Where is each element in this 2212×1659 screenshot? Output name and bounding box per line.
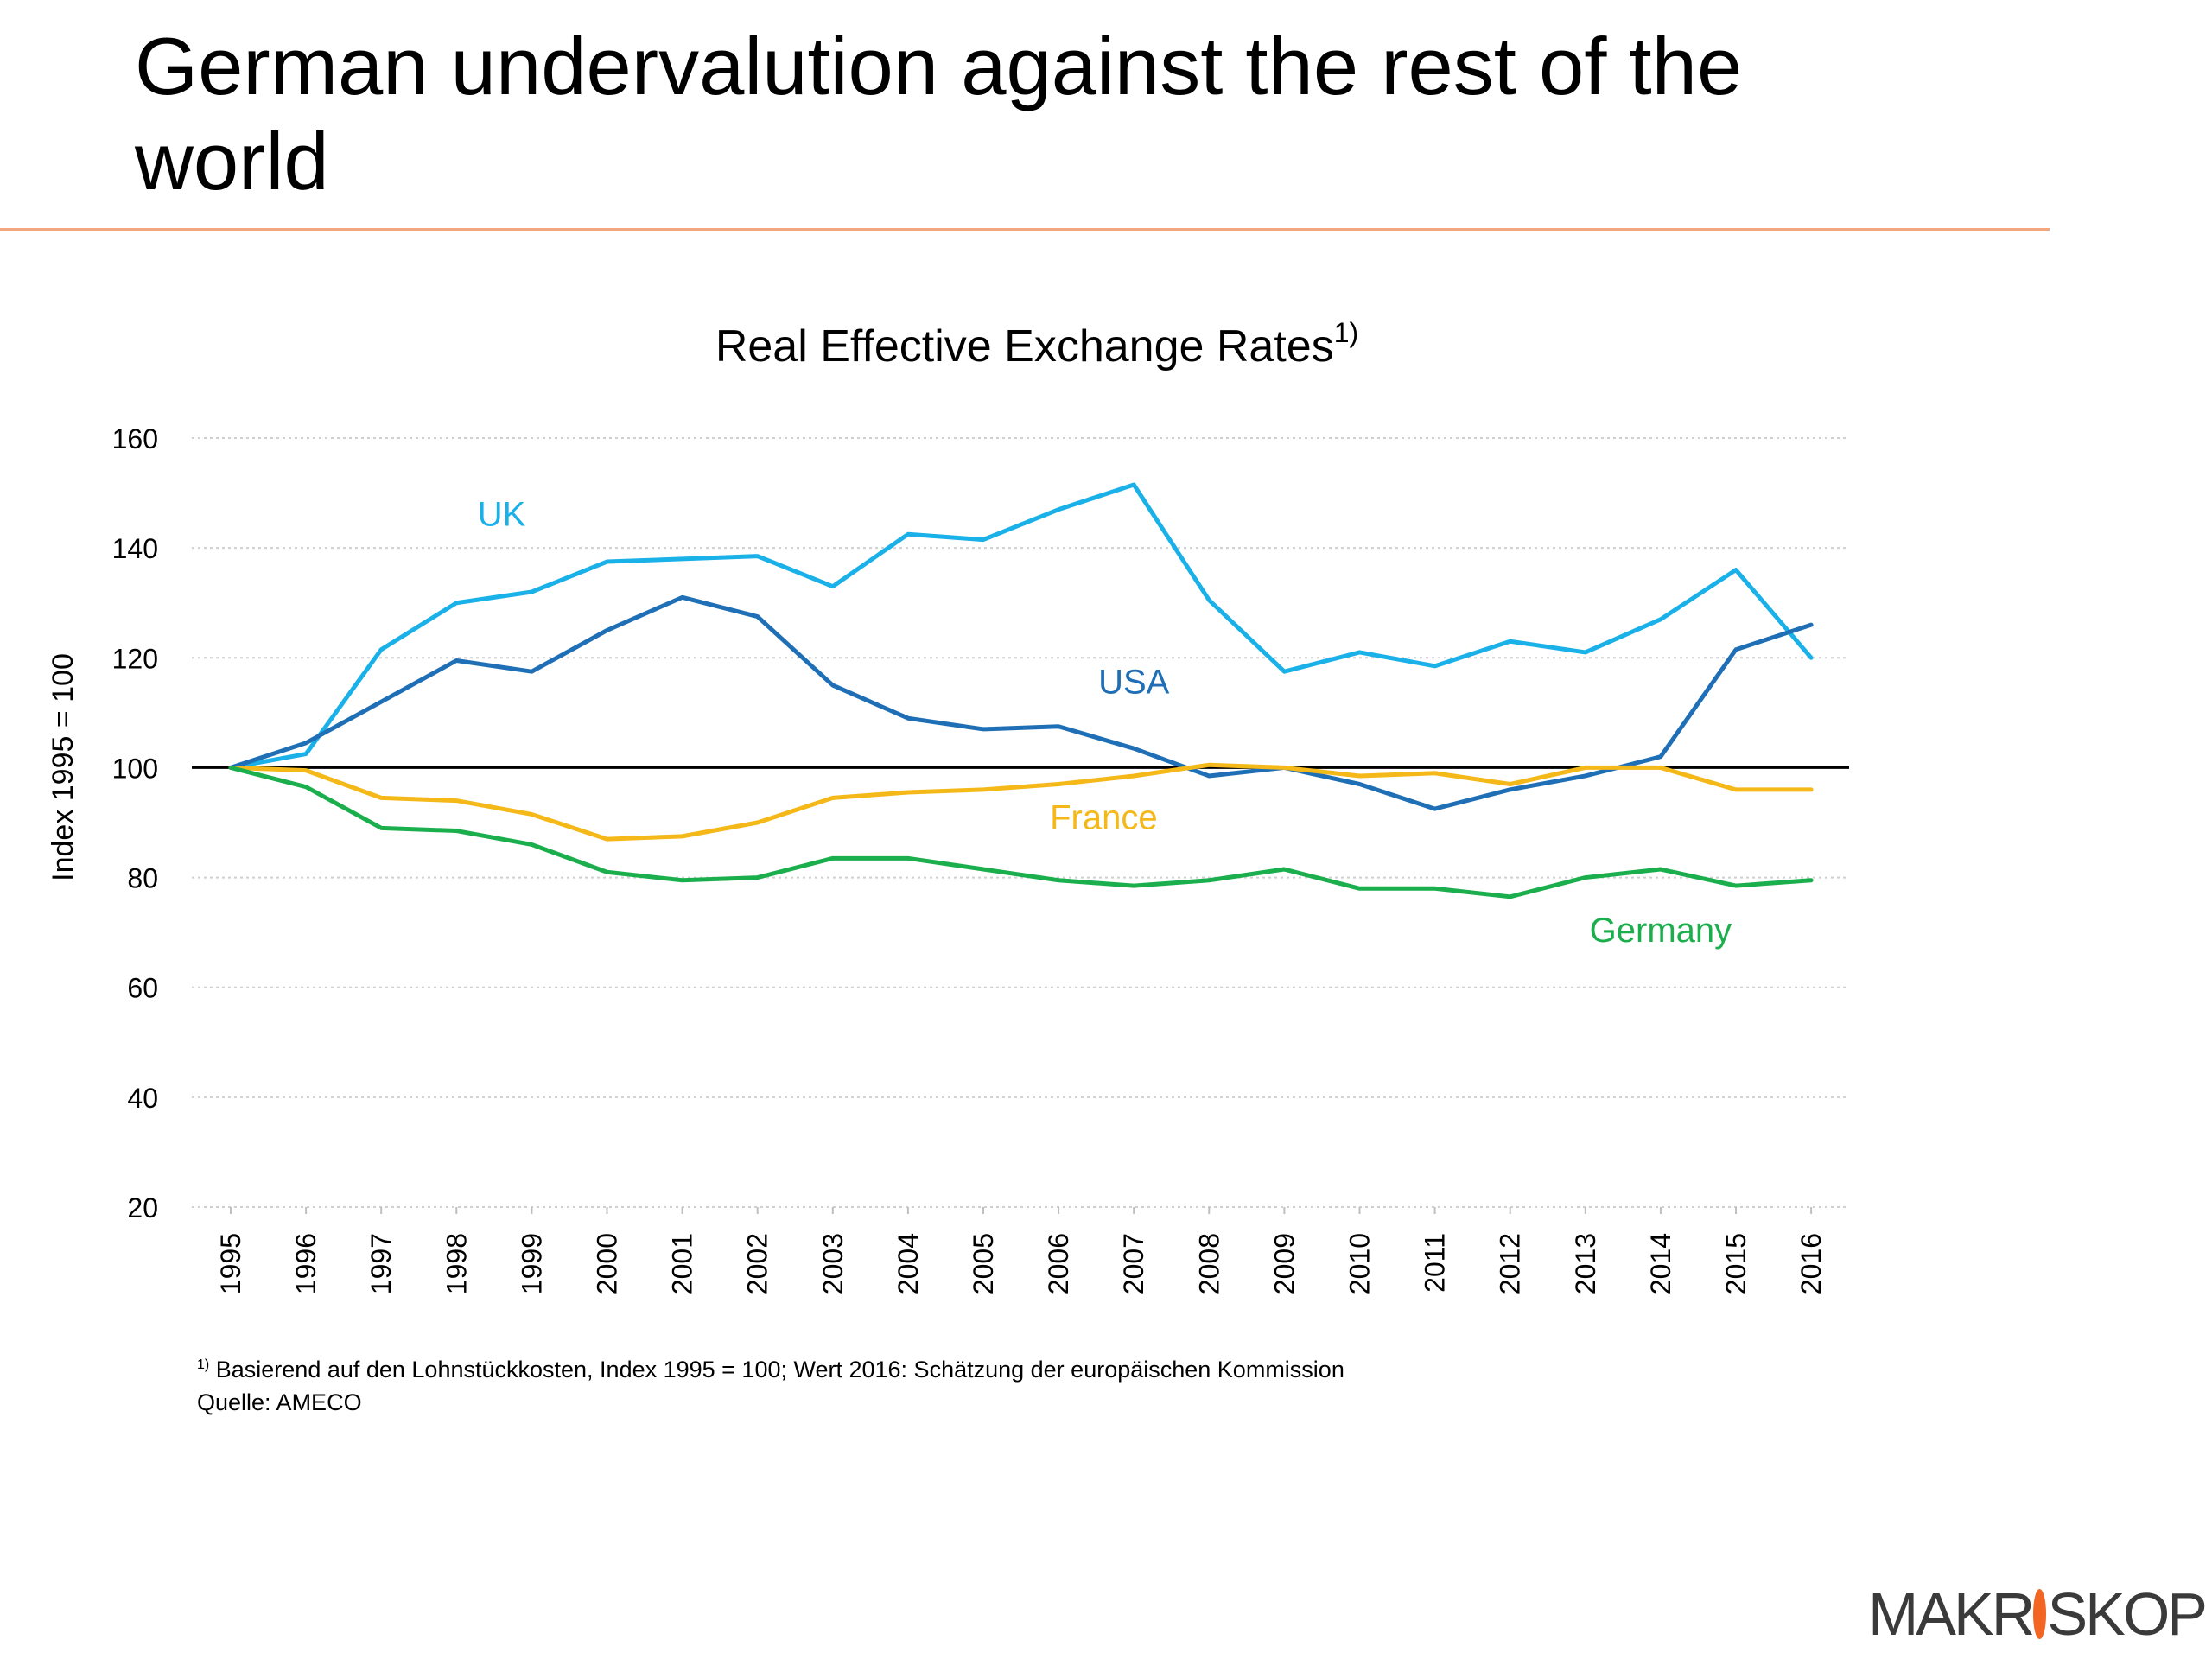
logo-text-right: SKOP (2047, 1580, 2208, 1648)
x-tick-label: 2006 (1043, 1233, 1074, 1294)
series-line-usa (228, 594, 1814, 811)
y-tick-label: 40 (127, 1083, 158, 1114)
x-tick-label: 2001 (667, 1233, 698, 1294)
x-tick-label: 2007 (1118, 1233, 1149, 1294)
axes: 160 140 120 100 80 60 40 20 1995 1996 1997 1998 1999… (112, 423, 1849, 1294)
title-divider (0, 228, 2050, 231)
logo-text-left: MAKR (1868, 1580, 2035, 1648)
x-tick-label: 2014 (1645, 1233, 1676, 1294)
series-labels: UK USA France Germany (478, 496, 1732, 950)
y-tick-label: 140 (112, 533, 158, 564)
series-line-germany (228, 765, 1814, 899)
footnote-line-1: 1) Basierend auf den Lohnstückkosten, In… (197, 1349, 1839, 1386)
x-tick-label: 1995 (215, 1233, 246, 1294)
footnote: 1) Basierend auf den Lohnstückkosten, In… (197, 1349, 1839, 1419)
y-axis-label: Index 1995 = 100 (47, 653, 79, 881)
series-label-germany: Germany (1590, 912, 1732, 950)
series-line-uk (228, 482, 1814, 770)
series-label-usa: USA (1098, 664, 1170, 702)
footnote-marker: 1) (197, 1357, 210, 1372)
chart-title: Real Effective Exchange Rates1) (715, 317, 1358, 372)
x-tick-label: 2008 (1193, 1233, 1224, 1294)
x-tick-label: 2003 (817, 1233, 849, 1294)
x-tick-label: 1998 (441, 1233, 472, 1294)
series-line-france (228, 762, 1814, 842)
y-tick-label: 20 (127, 1192, 158, 1224)
y-tick-label: 60 (127, 973, 158, 1004)
y-tick-label: 120 (112, 643, 158, 674)
x-tick-label: 2000 (592, 1233, 623, 1294)
x-tick-label: 2015 (1720, 1233, 1751, 1294)
chart-title-superscript: 1) (1334, 317, 1358, 348)
x-tick-label: 2013 (1570, 1233, 1601, 1294)
y-tick-label: 160 (112, 423, 158, 454)
slide-title: German undervalution against the rest of… (135, 21, 1743, 207)
x-tick-label: 2004 (893, 1233, 924, 1294)
footnote-source: Quelle: AMECO (197, 1389, 362, 1415)
x-tick-label: 2012 (1495, 1233, 1526, 1294)
x-tick-label: 2016 (1796, 1233, 1827, 1294)
grid-lines (192, 437, 1849, 1208)
y-tick-label: 100 (112, 753, 158, 784)
x-tick-label: 1996 (290, 1233, 321, 1294)
x-tick-label: 2010 (1344, 1233, 1376, 1294)
x-tick-label: 2005 (968, 1233, 999, 1294)
x-tick-label: 1997 (365, 1233, 397, 1294)
y-tick-label: 80 (127, 863, 158, 894)
series-lines (228, 482, 1814, 899)
makroskop-logo: MAKR SKOP (1868, 1580, 2208, 1648)
series-label-uk: UK (478, 496, 526, 534)
series-label-france: France (1050, 799, 1158, 837)
footnote-text: Basierend auf den Lohnstückkosten, Index… (215, 1357, 1344, 1382)
x-tick-label: 2011 (1420, 1233, 1451, 1293)
x-tick-label: 2002 (742, 1233, 773, 1294)
x-tick-label: 1999 (516, 1233, 547, 1294)
logo-dot (2033, 1589, 2047, 1639)
x-tick-label: 2009 (1268, 1233, 1300, 1294)
